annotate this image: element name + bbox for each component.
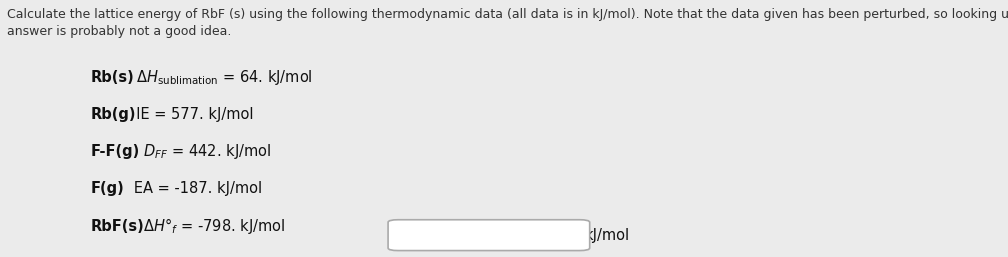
FancyBboxPatch shape xyxy=(388,220,590,251)
Text: EA = -187. kJ/mol: EA = -187. kJ/mol xyxy=(120,181,262,196)
Text: $D_{FF}$ = 442. kJ/mol: $D_{FF}$ = 442. kJ/mol xyxy=(134,142,271,161)
Text: $\Delta H_{\mathregular{sublimation}}$ = 64. kJ/mol: $\Delta H_{\mathregular{sublimation}}$ =… xyxy=(127,68,312,87)
Text: RbF(s): RbF(s) xyxy=(91,219,144,234)
Text: Rb(g): Rb(g) xyxy=(91,107,136,122)
Text: F(g): F(g) xyxy=(91,181,124,196)
Text: Rb(s): Rb(s) xyxy=(91,70,134,85)
Text: $\Delta H°_f$ = -798. kJ/mol: $\Delta H°_f$ = -798. kJ/mol xyxy=(134,216,286,236)
Text: F-F(g): F-F(g) xyxy=(91,144,140,159)
Text: Calculate the lattice energy of RbF (s) using the following thermodynamic data (: Calculate the lattice energy of RbF (s) … xyxy=(7,8,1008,38)
Text: kJ/mol: kJ/mol xyxy=(585,228,630,243)
Text: IE = 577. kJ/mol: IE = 577. kJ/mol xyxy=(127,107,253,122)
